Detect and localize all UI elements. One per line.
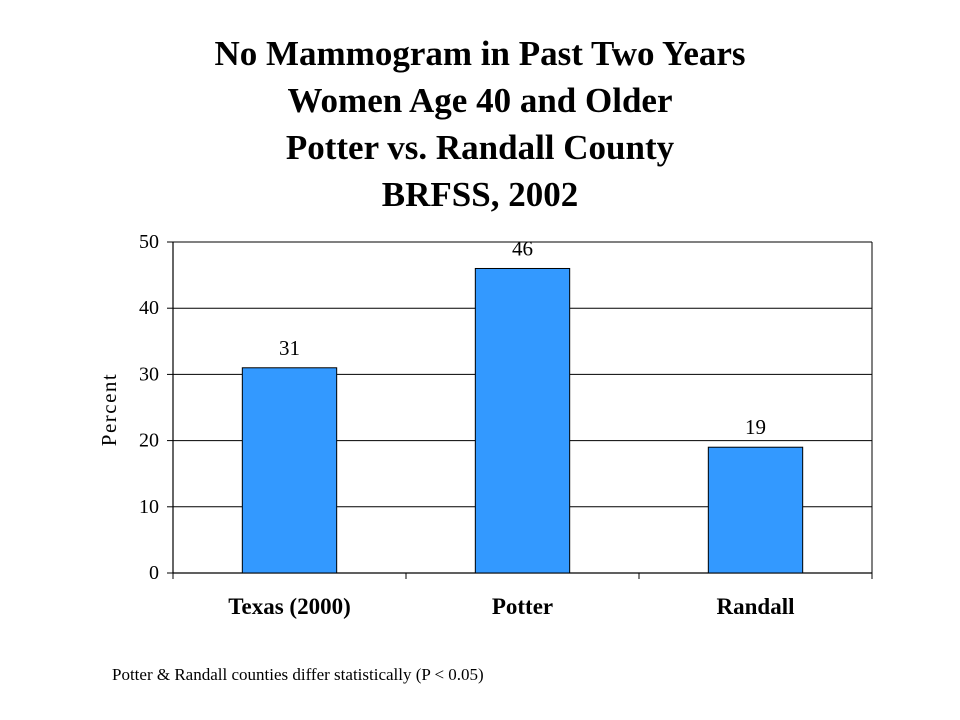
chart-title-line-4: BRFSS, 2002 [381, 175, 579, 214]
x-tick-label: Potter [492, 594, 553, 619]
data-label: 46 [512, 236, 533, 260]
footnote: Potter & Randall counties differ statist… [112, 665, 484, 684]
y-tick-label: 30 [139, 363, 159, 385]
y-axis-title: Percent [97, 373, 121, 446]
chart-title-line-3: Potter vs. Randall County [285, 128, 675, 167]
y-tick-label: 20 [139, 430, 159, 452]
chart-title: No Mammogram in Past Two Years Women Age… [0, 30, 960, 218]
chart-title-line-2: Women Age 40 and Older [287, 81, 673, 120]
y-tick-label: 0 [149, 562, 159, 584]
y-tick-label: 10 [139, 496, 159, 518]
y-tick-label: 50 [139, 231, 159, 253]
x-tick-label: Texas (2000) [228, 594, 350, 619]
chart-title-line-1: No Mammogram in Past Two Years [214, 34, 746, 73]
x-tick-label: Randall [717, 594, 795, 619]
bar-texas-2000 [241, 367, 338, 574]
data-label: 19 [745, 415, 766, 439]
bar-randall [707, 446, 804, 574]
data-label: 31 [279, 336, 300, 360]
y-tick-label: 40 [139, 297, 159, 319]
bar-potter [474, 267, 571, 574]
